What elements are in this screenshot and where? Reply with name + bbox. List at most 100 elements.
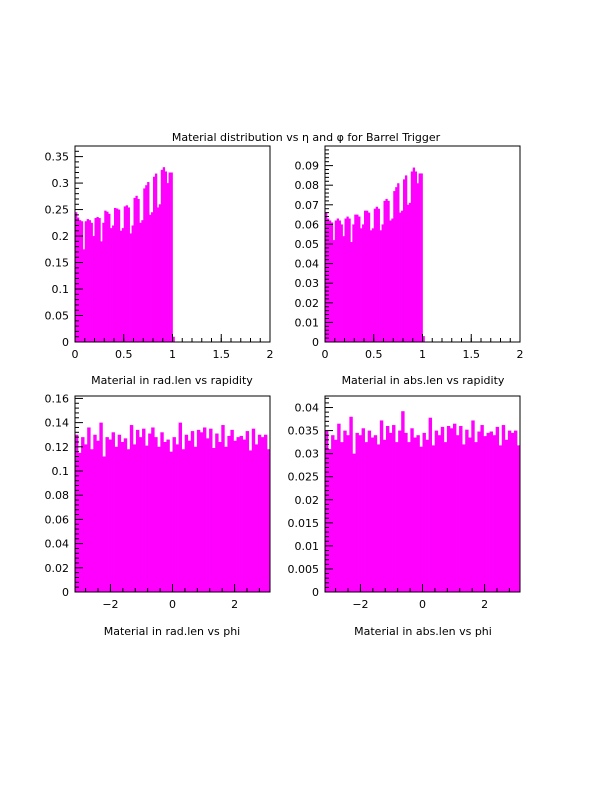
x-tick-label: −2 (352, 598, 368, 611)
bar (166, 439, 170, 592)
bar (355, 432, 359, 592)
bar (350, 242, 353, 342)
bar (373, 208, 377, 342)
bar (403, 179, 406, 342)
bar (166, 183, 169, 342)
bar (492, 435, 497, 592)
bar (325, 212, 328, 342)
bar (354, 214, 357, 342)
bar (428, 417, 433, 592)
x-tick-label: −2 (102, 598, 118, 611)
bar (227, 435, 231, 592)
x-tick-label: 0 (72, 348, 79, 361)
bar (139, 222, 142, 342)
bar (371, 228, 375, 342)
bar (404, 432, 408, 592)
y-tick-label: 0.1 (52, 283, 70, 296)
bar (76, 217, 80, 342)
bar (395, 442, 399, 592)
bar (190, 431, 195, 592)
y-tick-label: 0.12 (45, 441, 70, 454)
bar (377, 208, 380, 342)
y-tick-label: 0.03 (295, 277, 320, 290)
bar (145, 185, 148, 342)
xlabel-radlen-vs-rapidity: Material in rad.len vs rapidity (91, 374, 253, 387)
bar (364, 442, 369, 592)
bar (486, 432, 490, 592)
bar (370, 437, 375, 592)
bar (215, 433, 219, 592)
bar (387, 200, 390, 342)
bar (221, 425, 225, 592)
bar (184, 434, 189, 592)
bar (392, 425, 396, 592)
bar (98, 218, 101, 342)
bar (406, 204, 410, 342)
bar (178, 422, 183, 592)
bar (328, 220, 332, 342)
bar (431, 445, 436, 592)
bar (157, 446, 161, 592)
bar (257, 434, 262, 592)
bar (385, 425, 390, 592)
y-tick-label: 0.06 (295, 218, 320, 231)
bar (170, 172, 173, 342)
bar (381, 224, 384, 342)
bar (129, 233, 132, 342)
bar (187, 440, 192, 592)
bar (399, 212, 402, 342)
x-tick-label: 0.5 (115, 348, 133, 361)
bar (199, 432, 204, 592)
bar (391, 218, 394, 342)
bar (147, 182, 150, 342)
bar (90, 449, 94, 592)
bar (459, 425, 463, 592)
bar (96, 440, 100, 592)
bar (105, 437, 109, 592)
bar (507, 430, 512, 592)
bar (148, 433, 152, 592)
bar (104, 210, 107, 342)
plot-radlen-vs-rapidity: 0 0.05 0.1 0.15 0.2 0.25 0.3 0.35 0 0.5 1 1.5 2 (45, 145, 274, 361)
y-tick-label: 0 (62, 336, 69, 349)
x-tick-label: 1.5 (463, 348, 481, 361)
bar (349, 416, 353, 592)
y-tick-label: 0.02 (45, 562, 70, 575)
bar (175, 444, 179, 592)
bar (504, 439, 509, 592)
y-tick-label: 0.06 (45, 513, 70, 526)
bar (410, 428, 414, 592)
bar (453, 423, 457, 592)
bar (135, 429, 140, 592)
bar (383, 200, 386, 342)
bar (414, 171, 417, 342)
bar (160, 169, 164, 342)
bar (465, 429, 469, 592)
bar (162, 167, 166, 342)
bar (422, 336, 425, 342)
bar (81, 437, 85, 592)
bar (395, 187, 398, 342)
bar (462, 444, 466, 592)
bar (224, 446, 228, 592)
x-tick-label: 2 (517, 348, 524, 361)
bar (245, 431, 250, 592)
bar (437, 435, 442, 592)
bar (408, 202, 412, 342)
bar (149, 214, 152, 342)
bar (352, 224, 355, 342)
bar (154, 437, 158, 592)
bar (346, 216, 349, 342)
bar (401, 411, 405, 592)
bar (132, 444, 137, 592)
bar (108, 213, 111, 342)
bar (242, 439, 247, 592)
bar (230, 429, 234, 592)
bar (376, 444, 381, 592)
bar (420, 173, 423, 342)
bar (78, 452, 82, 592)
bar (358, 216, 361, 342)
bar (141, 220, 144, 342)
bar (120, 441, 125, 592)
